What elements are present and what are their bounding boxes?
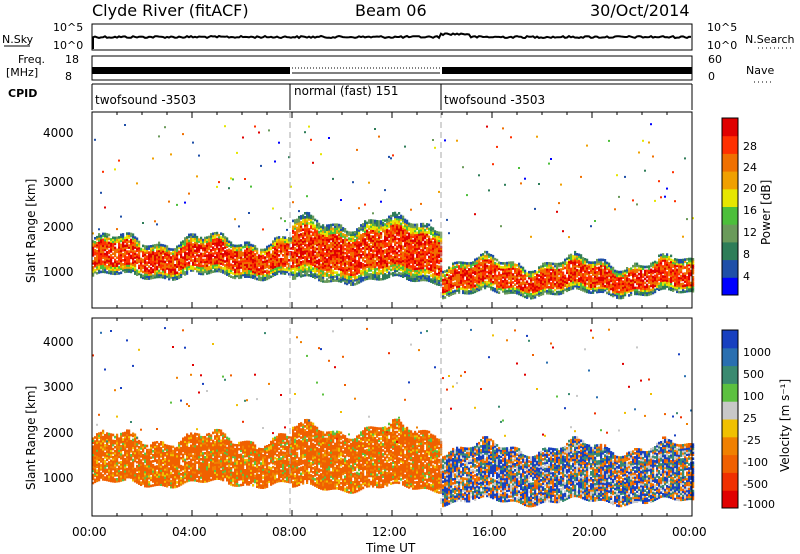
- freq-bar-1: [92, 67, 290, 74]
- nave-label: Nave: [746, 64, 774, 77]
- nsearch-label: N.Search: [745, 33, 795, 46]
- nave-tick-top: 60: [708, 53, 722, 66]
- vel-cbar-tick-100: 100: [743, 390, 764, 403]
- xtick-0800: 08:00: [272, 525, 307, 539]
- power-cbar-tick-12: 12: [743, 226, 757, 239]
- freq-tick-top: 18: [65, 53, 79, 66]
- xtick-2400: 00:00: [672, 525, 707, 539]
- nsky-tick-bottom: 10^0: [53, 39, 83, 52]
- power-cbar-tick-4: 4: [743, 270, 750, 283]
- freq-unit-label: [MHz]: [6, 66, 38, 79]
- velocity-colorbar: 1000 500 100 25 -25 -100 -500 -1000 Velo…: [721, 329, 792, 511]
- power-panel: 4000 3000 2000 1000 Slant Range [km]: [24, 111, 695, 309]
- power-heatmap: [92, 123, 695, 300]
- vel-cbar-tick-n1000: -1000: [743, 498, 775, 511]
- station-title: Clyde River (fitACF): [92, 1, 249, 20]
- vel-cbar-tick-500: 500: [743, 368, 764, 381]
- xtick-1200: 12:00: [372, 525, 407, 539]
- vel-cbar-tick-25: 25: [743, 412, 757, 425]
- power-cbar-tick-24: 24: [743, 161, 757, 174]
- freq-bar-2: [442, 67, 692, 74]
- nsky-label: N.Sky: [2, 33, 34, 46]
- date-title: 30/Oct/2014: [590, 1, 690, 20]
- vel-ytick-4000: 4000: [43, 335, 74, 349]
- power-cbar-tick-20: 20: [743, 182, 757, 195]
- power-ytick-1000: 1000: [43, 265, 74, 279]
- power-ytick-3000: 3000: [43, 175, 74, 189]
- nsky-panel: N.Sky 10^5 10^0 10^5 10^0 N.Search: [2, 21, 795, 52]
- nsky-tick-top: 10^5: [53, 21, 83, 34]
- x-axis: 00:00 04:00 08:00 12:00 16:00 20:00 00:0…: [72, 525, 707, 554]
- nave-tick-bottom: 0: [708, 70, 715, 83]
- vel-cbar-label: Velocity [m s⁻¹]: [778, 379, 792, 472]
- vel-cbar-tick-1000: 1000: [743, 346, 771, 359]
- nsearch-tick-top: 10^5: [707, 21, 737, 34]
- vel-ylabel: Slant Range [km]: [24, 386, 38, 490]
- power-cbar-tick-16: 16: [743, 204, 757, 217]
- power-ytick-2000: 2000: [43, 220, 74, 234]
- power-ylabel: Slant Range [km]: [24, 179, 38, 283]
- nsearch-tick-bottom: 10^0: [707, 39, 737, 52]
- vel-ytick-3000: 3000: [43, 380, 74, 394]
- vel-cbar-tick-n100: -100: [743, 456, 768, 469]
- vel-ytick-1000: 1000: [43, 471, 74, 485]
- xtick-0000: 00:00: [72, 525, 107, 539]
- vel-cbar-tick-n25: -25: [743, 434, 761, 447]
- power-cbar-label: Power [dB]: [759, 180, 773, 245]
- nsky-trace: [92, 32, 692, 49]
- cpid-segment-3: twofsound -3503: [444, 93, 545, 107]
- freq-panel: Freq. [MHz] 18 8 60 0 Nave: [6, 53, 774, 83]
- vel-ytick-2000: 2000: [43, 426, 74, 440]
- power-cbar-tick-28: 28: [743, 140, 757, 153]
- freq-label: Freq.: [18, 53, 45, 66]
- power-cbar-tick-8: 8: [743, 248, 750, 261]
- power-colorbar: 28 24 20 16 12 8 4 Power [dB]: [721, 117, 773, 296]
- cpid-panel: CPID twofsound -3503 normal (fast) 151 t…: [8, 83, 693, 110]
- power-ytick-4000: 4000: [43, 126, 74, 140]
- xaxis-label: Time UT: [365, 541, 416, 554]
- beam-title: Beam 06: [355, 1, 427, 20]
- velocity-heatmap: [92, 327, 695, 508]
- xtick-0400: 04:00: [172, 525, 207, 539]
- cpid-label: CPID: [8, 87, 37, 100]
- cpid-segment-2: normal (fast) 151: [294, 84, 398, 98]
- xtick-1600: 16:00: [472, 525, 507, 539]
- freq-tick-bottom: 8: [65, 70, 72, 83]
- xtick-2000: 20:00: [572, 525, 607, 539]
- cpid-segment-1: twofsound -3503: [95, 93, 196, 107]
- velocity-panel: 4000 3000 2000 1000 Slant Range [km]: [24, 317, 695, 517]
- vel-cbar-tick-n500: -500: [743, 478, 768, 491]
